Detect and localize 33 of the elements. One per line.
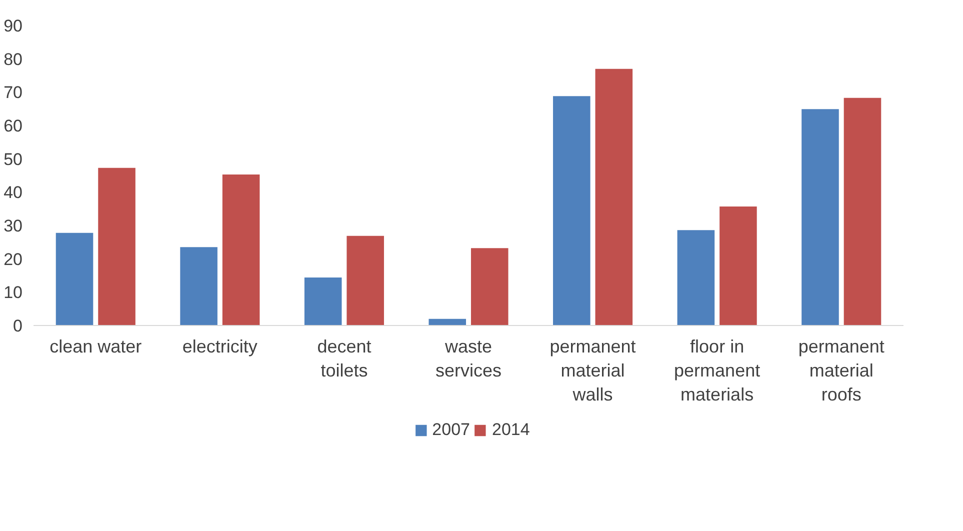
bar xyxy=(56,232,94,326)
bar xyxy=(470,248,508,326)
bar xyxy=(180,247,218,326)
bar xyxy=(222,174,260,326)
y-tick-label: 40 xyxy=(4,183,23,202)
x-tick-label: decent toilets xyxy=(317,336,372,380)
x-tick-label: permanent material walls xyxy=(550,336,636,404)
y-tick-label: 30 xyxy=(4,216,23,236)
legend-label: 2014 xyxy=(492,420,530,440)
bar xyxy=(428,318,466,326)
bar xyxy=(720,206,757,326)
x-tick-label: permanent material roofs xyxy=(798,336,884,404)
y-tick-label: 0 xyxy=(13,316,23,336)
x-tick-label: clean water xyxy=(50,336,142,356)
bar xyxy=(553,96,590,326)
x-tick-label: floor in permanent materials xyxy=(674,336,760,404)
legend-label: 2007 xyxy=(432,420,470,440)
bar xyxy=(844,98,882,326)
bar xyxy=(802,109,839,326)
y-tick-label: 90 xyxy=(4,16,23,36)
y-tick-label: 20 xyxy=(4,250,23,269)
y-tick-label: 80 xyxy=(4,50,23,69)
y-tick-label: 70 xyxy=(4,83,23,102)
y-tick-label: 60 xyxy=(4,116,23,136)
bar xyxy=(595,68,633,326)
bar xyxy=(98,168,136,326)
y-tick-label: 50 xyxy=(4,150,23,169)
bar xyxy=(304,278,342,326)
x-tick-label: waste services xyxy=(435,336,502,380)
bar xyxy=(677,230,715,326)
bar xyxy=(346,236,384,326)
x-tick-label: electricity xyxy=(182,336,258,356)
y-tick-label: 10 xyxy=(4,283,23,302)
